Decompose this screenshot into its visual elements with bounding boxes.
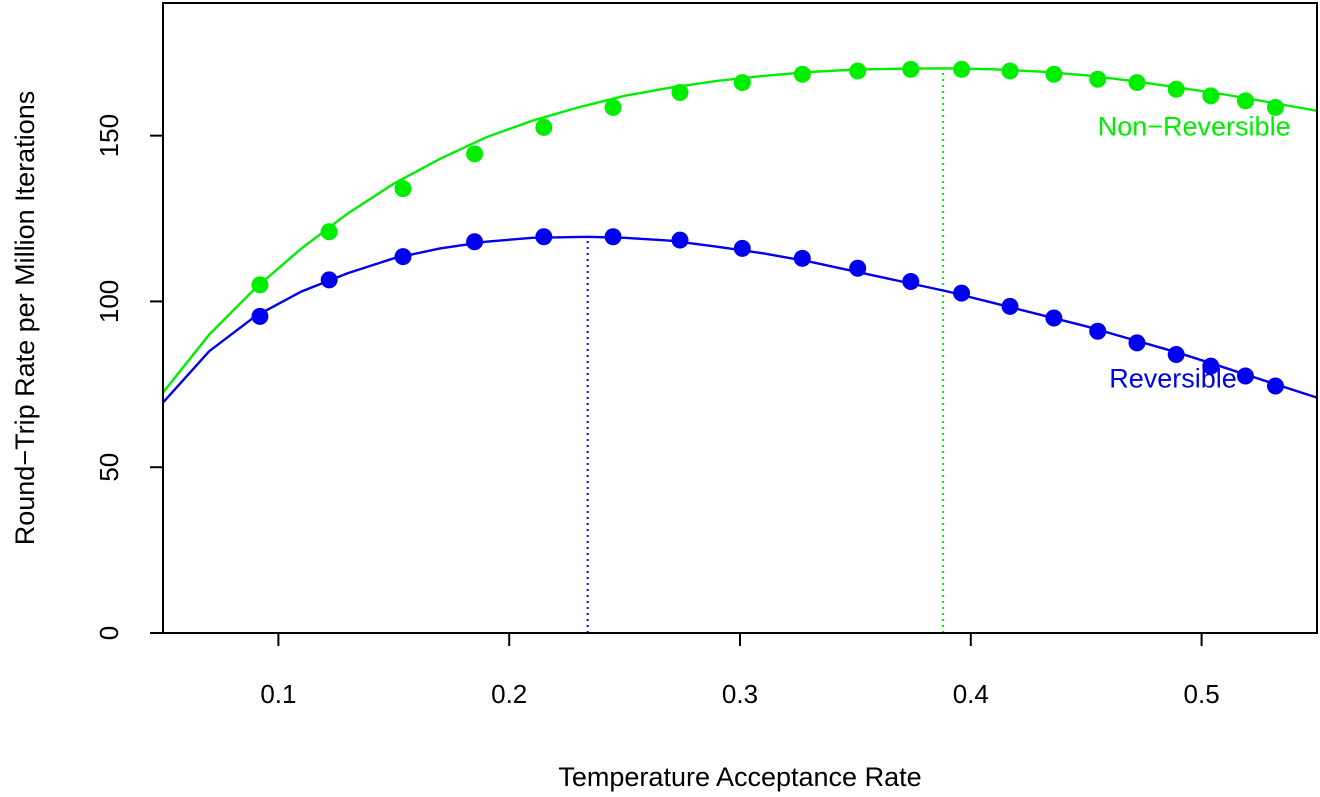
series-1-point [1167, 80, 1185, 98]
y-tick-label: 50 [94, 453, 124, 482]
series-2-point [1128, 334, 1146, 352]
series-2-point [394, 248, 412, 266]
x-tick-label: 0.5 [1184, 679, 1220, 709]
series-2-point [466, 233, 484, 251]
x-tick-label: 0.2 [491, 679, 527, 709]
series-1-point [394, 180, 412, 198]
y-tick-label: 150 [94, 114, 124, 157]
series-1-point [604, 98, 622, 116]
series-1-point [1045, 65, 1063, 83]
series-1-point [535, 118, 553, 136]
series-1 [163, 60, 1317, 633]
y-tick-label: 0 [94, 626, 124, 640]
series-1-point [671, 84, 689, 102]
series-label-2: Reversible [1109, 364, 1237, 394]
series-2-point [1202, 357, 1220, 375]
series-2-point [1001, 297, 1019, 315]
series-2-point [671, 231, 689, 249]
series-1-point [320, 223, 338, 241]
series-2-point [733, 239, 751, 257]
x-tick-label: 0.3 [722, 679, 758, 709]
series-label-1: Non−Reversible [1098, 112, 1291, 142]
plot-frame [162, 2, 1318, 634]
series-2-point [535, 228, 553, 246]
series-1-point [1089, 70, 1107, 88]
x-axis: 0.1 0.2 0.3 0.4 0.5 [260, 632, 1220, 709]
series-1-point [902, 60, 920, 78]
series-2 [163, 228, 1317, 633]
series-2-point [320, 271, 338, 289]
series-1-point [251, 276, 269, 294]
x-tick-label: 0.4 [953, 679, 989, 709]
series-1-point [466, 145, 484, 163]
series-2-point [849, 259, 867, 277]
series-1-point [1266, 98, 1284, 116]
series-1-point [1236, 92, 1254, 110]
series-1-point [953, 60, 971, 78]
series-2-point [902, 273, 920, 291]
series-2-point [604, 228, 622, 246]
series-1-point [849, 62, 867, 80]
y-axis: 0 50 100 150 [94, 114, 164, 640]
series-2-point [793, 249, 811, 267]
x-tick-label: 0.1 [260, 679, 296, 709]
series-2-point [1089, 322, 1107, 340]
series-1-point [733, 74, 751, 92]
series-2-point [251, 307, 269, 325]
series-1-point [1202, 87, 1220, 105]
series-2-point [1167, 345, 1185, 363]
x-axis-title: Temperature Acceptance Rate [558, 762, 921, 792]
series-2-point [1045, 309, 1063, 327]
y-tick-label: 100 [94, 280, 124, 323]
series-labels: Non−Reversible Reversible [1098, 112, 1291, 394]
series-2-point [953, 284, 971, 302]
series-1-point [1001, 62, 1019, 80]
series-2-point [1266, 377, 1284, 395]
series-1-point [1128, 74, 1146, 92]
series-2-point [1236, 367, 1254, 385]
chart-marks [163, 60, 1317, 633]
y-axis-title: Round−Trip Rate per Million Iterations [10, 91, 40, 545]
series-1-point [793, 65, 811, 83]
